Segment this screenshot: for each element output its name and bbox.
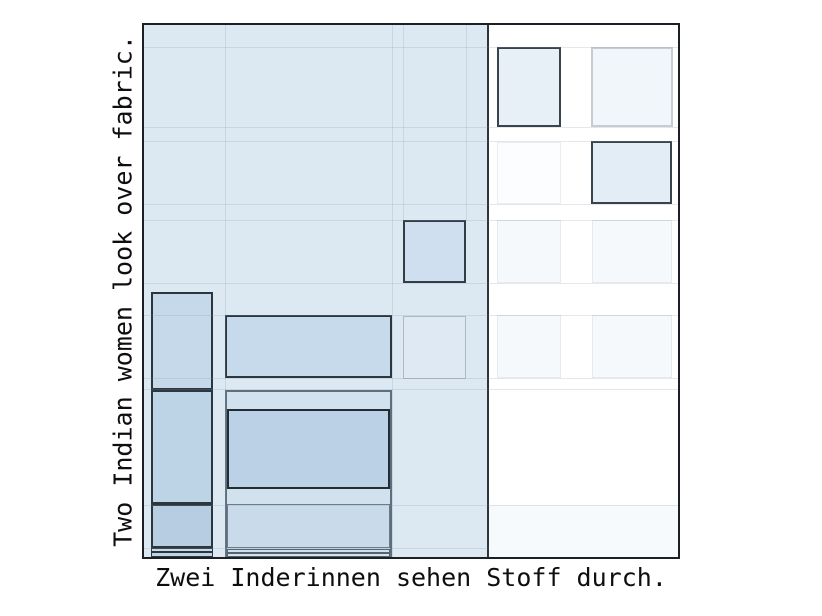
align-bar-col1-strip1 <box>151 548 213 552</box>
align-rect-row4-col3 <box>403 316 466 379</box>
align-faint-row3-col5 <box>592 220 672 283</box>
align-strip2-col2 <box>227 553 390 557</box>
align-bar-col1-seg1 <box>151 292 213 390</box>
align-bar-col1-strip2 <box>151 552 213 557</box>
align-strip1-col2 <box>227 549 390 553</box>
y-axis-label: Two Indian women look over fabric. <box>108 35 138 547</box>
align-faint-row2-col4 <box>497 142 561 204</box>
plot-area <box>142 23 680 559</box>
x-axis-label: Zwei Inderinnen sehen Stoff durch. <box>155 563 667 592</box>
align-rect-row1-col4 <box>497 47 561 127</box>
align-rect-row2-col5 <box>591 141 672 204</box>
align-bar-col1-seg2 <box>151 390 213 504</box>
align-faint-row4-col4 <box>497 315 561 378</box>
align-inner-row5-col2 <box>227 409 390 489</box>
align-faint-row4-col5 <box>592 315 672 378</box>
align-tint-bottom-right <box>489 505 680 559</box>
align-bar-col1-seg3 <box>151 504 213 548</box>
align-rect-row1-col5 <box>591 47 673 127</box>
align-rect-row3-col3 <box>403 220 466 283</box>
plot-layer <box>142 23 680 559</box>
align-rect-row4-col2 <box>225 315 392 378</box>
align-faint-row3-col4 <box>497 220 561 283</box>
align-inner-row6-col2 <box>227 504 390 548</box>
